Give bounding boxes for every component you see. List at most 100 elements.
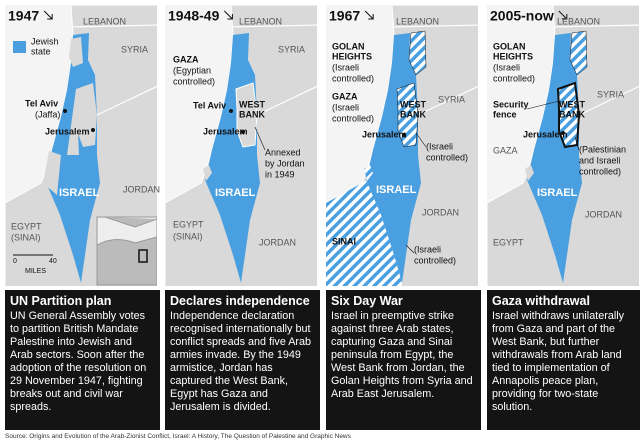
map: [326, 5, 478, 286]
map-label: EGYPT: [11, 221, 42, 231]
border: [70, 24, 157, 28]
map-panel: 1948-49 LEBANON SYRIA GAZA(Egyptiancontroll…: [165, 5, 317, 286]
map-label: EGYPT: [173, 219, 204, 229]
caption-box: Gaza withdrawal Israel withdraws unilater…: [487, 290, 640, 430]
map-label: by Jordan: [265, 158, 305, 168]
map-label: JORDAN: [259, 237, 296, 247]
year: 2005-now: [490, 8, 554, 24]
border: [230, 24, 317, 28]
map-label: WEST: [239, 99, 266, 109]
map-label: GOLAN: [332, 41, 365, 51]
gaza: [525, 165, 534, 181]
body: UN General Assembly votes to partition B…: [10, 310, 147, 413]
leader: [574, 136, 580, 151]
map-label: controlled): [579, 166, 621, 176]
map-label: (Egyptian: [173, 65, 211, 75]
map-label: Tel Aviv: [25, 98, 58, 108]
border: [391, 24, 478, 28]
map-label: controlled): [332, 113, 374, 123]
arab-sector: [67, 83, 97, 155]
golan: [408, 30, 427, 76]
map: [487, 5, 639, 286]
map-label: Jerusalem: [203, 126, 248, 136]
map-label: state: [31, 46, 51, 56]
city: [229, 109, 233, 113]
map-label: (Jaffa): [35, 109, 60, 119]
city: [91, 128, 95, 132]
map-label: (Palestinian: [579, 144, 626, 154]
leader: [415, 132, 427, 148]
gaza: [364, 165, 373, 181]
map-label: LEBANON: [396, 16, 439, 26]
map-label: ISRAEL: [376, 184, 417, 196]
map-label: in 1949: [265, 169, 295, 179]
map-label: BANK: [400, 109, 426, 119]
map-label: SYRIA: [278, 44, 305, 54]
west-bank: [396, 82, 419, 148]
map-label: (Israeli: [493, 62, 520, 72]
map: [5, 5, 157, 286]
year: 1967: [329, 8, 360, 24]
map-label: 40: [49, 258, 57, 265]
map-label: JORDAN: [422, 207, 459, 217]
caption-box: Declares independence Independence declar…: [165, 290, 320, 430]
legend-swatch: [13, 41, 26, 53]
city: [241, 130, 245, 134]
map-label: Security: [493, 99, 529, 109]
border: [256, 85, 317, 116]
arrow: [224, 10, 233, 20]
inset-box: [138, 249, 148, 263]
map-label: JORDAN: [123, 184, 160, 194]
map-panel: 1967 LEBANONGOLANHEIGHTS(Israelicontrolle…: [326, 5, 478, 286]
map-label: (Israeli: [414, 244, 441, 254]
city: [561, 131, 565, 135]
heading: UN Partition plan: [10, 294, 112, 308]
heading: Gaza withdrawal: [492, 294, 590, 308]
caption-box: UN Partition plan UN General Assembly vot…: [5, 290, 160, 430]
map-label: SYRIA: [121, 44, 148, 54]
map-label: MILES: [25, 268, 46, 275]
border: [552, 24, 639, 28]
map-label: Tel Aviv: [193, 100, 226, 110]
map-label: fence: [493, 109, 517, 119]
map-label: ISRAEL: [215, 187, 256, 199]
city: [63, 109, 67, 113]
year: 1948-49: [168, 8, 220, 24]
map-label: BANK: [559, 109, 585, 119]
map-label: 0: [13, 258, 17, 265]
west-bank: [235, 82, 258, 148]
west-bank: [556, 81, 581, 149]
map-label: and Israeli: [579, 155, 621, 165]
sinai: [326, 180, 402, 286]
map-label: controlled): [173, 76, 215, 86]
map-label: Annexed: [265, 147, 301, 157]
city: [402, 133, 406, 137]
border: [417, 85, 478, 116]
map-label: controlled): [414, 255, 456, 265]
map-label: BANK: [239, 109, 265, 119]
body: Independence declaration recognised inte…: [170, 310, 312, 413]
map-label: Jewish: [31, 36, 59, 46]
leader: [405, 244, 415, 254]
border: [96, 85, 157, 116]
arab-sector: [69, 37, 83, 67]
map-label: GOLAN: [493, 41, 526, 51]
map-label: SYRIA: [597, 89, 624, 99]
map-label: GAZA: [493, 145, 518, 155]
map-label: controlled): [332, 73, 374, 83]
map-label: ISRAEL: [537, 187, 578, 199]
border: [578, 85, 639, 116]
map-label: HEIGHTS: [493, 51, 533, 61]
map-label: LEBANON: [557, 16, 600, 26]
map-label: (Israeli: [332, 102, 359, 112]
map-label: (SINAI): [11, 232, 41, 242]
inset-land: [96, 216, 157, 286]
body: Israel withdraws unilaterally from Gaza …: [492, 310, 625, 413]
body: Israel in preemptive strike against thre…: [331, 310, 473, 400]
map-label: LEBANON: [239, 16, 282, 26]
golan: [569, 30, 588, 76]
map-label: GAZA: [332, 91, 358, 101]
caption-box: Six Day War Israel in preemptive strike a…: [326, 290, 481, 430]
